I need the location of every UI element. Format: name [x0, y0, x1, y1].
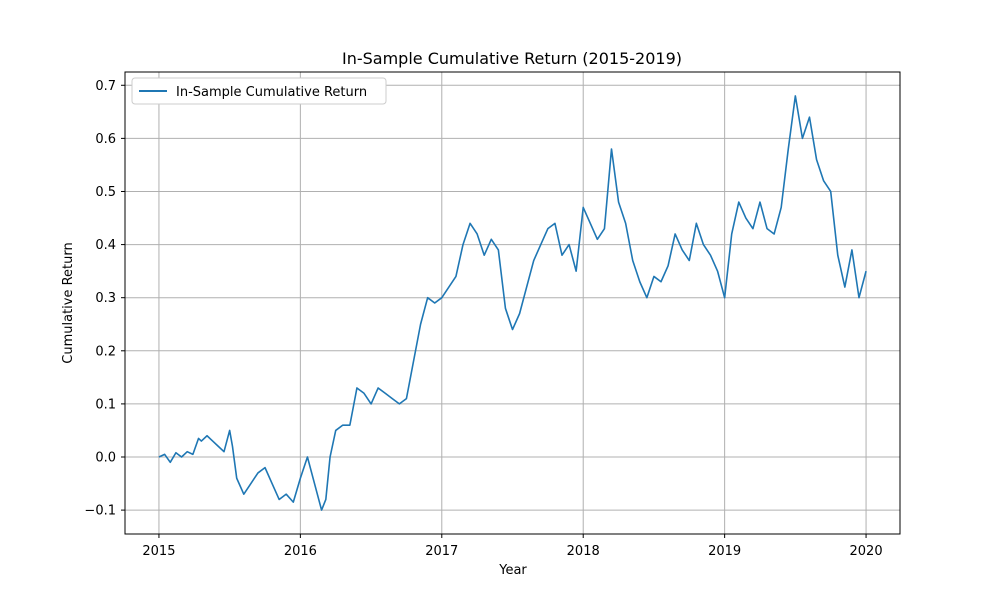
y-tick-label: 0.5	[95, 185, 116, 200]
chart-title: In-Sample Cumulative Return (2015-2019)	[342, 49, 682, 68]
series-layer	[158, 95, 867, 511]
y-axis-label: Cumulative Return	[61, 242, 76, 363]
y-tick-label: 0.2	[95, 344, 116, 359]
y-tick-label: 0.4	[95, 238, 116, 253]
legend-box	[131, 77, 387, 105]
series-line-0	[158, 95, 867, 511]
x-axis-label: Year	[498, 563, 527, 578]
plot-frame	[124, 71, 901, 535]
y-tick-label: −0.1	[84, 504, 116, 519]
axis-ticks: 2015 2016 2017 2018 2019 2020 −0.1 0.0 0.1 0.2 0.3…	[84, 79, 882, 559]
legend-label: In-Sample Cumulative Return	[176, 85, 367, 100]
x-tick-label: 2015	[142, 544, 175, 559]
x-tick-label: 2017	[425, 544, 458, 559]
y-tick-label: 0.1	[95, 397, 116, 412]
x-tick-label: 2019	[708, 544, 741, 559]
y-tick-label: 0.0	[95, 451, 116, 466]
x-tick-label: 2018	[567, 544, 600, 559]
legend: In-Sample Cumulative Return	[131, 77, 387, 105]
x-tick-label: 2016	[284, 544, 317, 559]
y-tick-label: 0.7	[95, 79, 116, 94]
x-tick-label: 2020	[850, 544, 883, 559]
grid-lines	[125, 72, 900, 534]
y-tick-label: 0.6	[95, 132, 116, 147]
y-tick-label: 0.3	[95, 291, 116, 306]
